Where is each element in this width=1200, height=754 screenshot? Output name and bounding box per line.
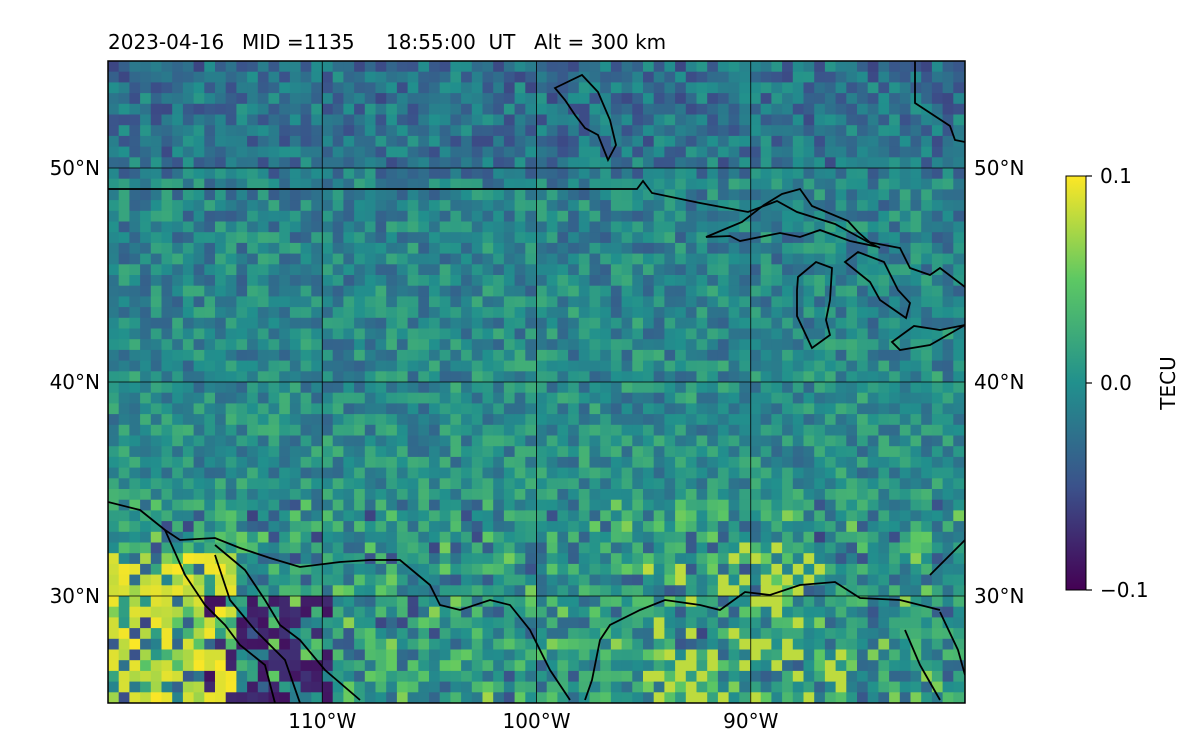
- baja-peninsula: [164, 529, 276, 703]
- title-date: 2023-04-16: [108, 30, 224, 54]
- lat-label-left: 50°N: [50, 156, 100, 180]
- colorbar-tick-label: 0.0: [1100, 371, 1132, 395]
- longitude-labels: 110°W 100°W 90°W: [288, 709, 778, 733]
- lake-huron: [843, 250, 911, 320]
- latitude-labels: 30°N 30°N 40°N 40°N 50°N 50°N: [50, 156, 1025, 608]
- colorbar-tick-label: 0.1: [1100, 164, 1132, 188]
- lake-superior: [705, 187, 878, 248]
- colorbar-tick-label: −0.1: [1100, 578, 1149, 602]
- colorbar-ticks: 0.1 0.0 −0.1: [1086, 164, 1149, 602]
- colorbar-label: TECU: [1156, 356, 1180, 410]
- map-frame: [107, 60, 966, 704]
- title-altitude: Alt = 300 km: [534, 30, 666, 54]
- canada-east-shore: [867, 241, 965, 288]
- lat-label-right: 50°N: [974, 156, 1024, 180]
- gridlines: [108, 61, 965, 703]
- lat-label-right: 30°N: [974, 584, 1024, 608]
- lon-label: 110°W: [288, 709, 356, 733]
- ontario-shore: [914, 61, 965, 143]
- lake-erie: [890, 324, 965, 351]
- lat-label-right: 40°N: [974, 370, 1024, 394]
- lat-label-left: 30°N: [50, 584, 100, 608]
- lake-winnipeg: [553, 73, 617, 163]
- us-mexico-border: [108, 501, 571, 701]
- colorbar: [1065, 175, 1087, 591]
- title-time: 18:55:00 UT: [386, 30, 516, 54]
- lon-label: 100°W: [503, 709, 571, 733]
- coastlines-borders: [108, 61, 965, 703]
- gulf-of-california: [214, 544, 361, 703]
- lake-michigan: [796, 260, 833, 350]
- lat-label-left: 40°N: [50, 370, 100, 394]
- title-mid: MID =1135: [242, 30, 355, 54]
- tec-heatmap: [108, 61, 965, 703]
- us-canada-border: [108, 179, 881, 249]
- gulf-coast: [584, 581, 941, 701]
- lon-label: 90°W: [723, 709, 778, 733]
- florida-coast: [904, 539, 965, 701]
